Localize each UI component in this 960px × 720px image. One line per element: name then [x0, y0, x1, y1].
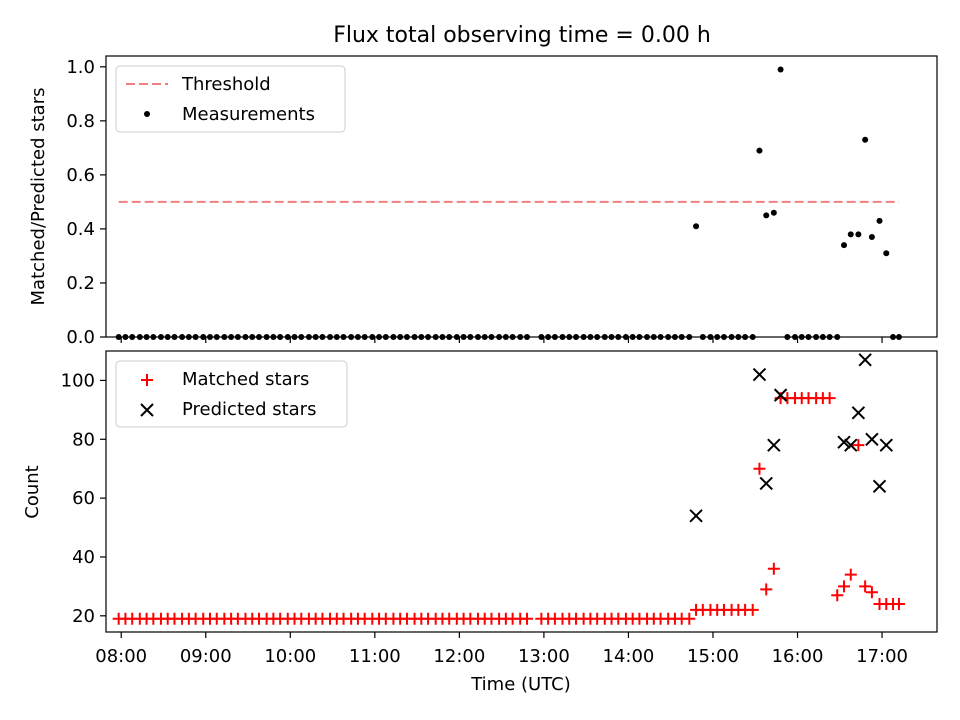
top-ytick-label: 0.4 [66, 219, 95, 240]
matched-star-point [823, 392, 836, 405]
bottom-xtick-label: 16:00 [772, 646, 824, 667]
predicted-star-point [759, 476, 773, 491]
bottom-xtick-label: 10:00 [264, 646, 316, 667]
predicted-star-point [844, 438, 858, 452]
top-legend: Threshold Measurements [115, 65, 346, 133]
bottom-ytick-label: 40 [72, 547, 95, 568]
matched-star-point [831, 589, 844, 602]
bottom-xtick-label: 17:00 [856, 646, 908, 667]
matched-star-point [753, 462, 766, 475]
measurement-point [855, 231, 862, 238]
bottom-xtick-label: 11:00 [349, 646, 401, 667]
legend-matched-label: Matched stars [182, 369, 309, 390]
measurement-point [847, 231, 854, 238]
measurement-point [883, 250, 890, 257]
figure-title: Flux total observing time = 0.00 h [333, 23, 711, 48]
bottom-ytick-label: 60 [72, 488, 95, 509]
matched-star-point [760, 583, 773, 596]
bottom-plot-area [112, 353, 905, 625]
bottom-xticks: 08:00 09:00 10:00 11:00 12:00 13:00 14:00 15:00… [95, 632, 908, 667]
bottom-ylabel: Count [22, 465, 43, 518]
top-ytick-label: 0.0 [66, 327, 95, 348]
top-ytick-label: 1.0 [66, 57, 95, 78]
measurement-point [693, 223, 700, 230]
measurement-point [763, 212, 770, 219]
bottom-xtick-label: 15:00 [687, 646, 739, 667]
bottom-xtick-label: 14:00 [603, 646, 655, 667]
matched-star-point [865, 586, 878, 599]
legend-predicted-label: Predicted stars [182, 399, 316, 420]
top-panel: Matched/Predicted stars 0.0 0.2 0.4 0.6 0.8 1… [28, 55, 938, 348]
top-ytick-label: 0.6 [66, 165, 95, 186]
legend-measurements-swatch [144, 111, 150, 117]
bottom-xtick-label: 13:00 [518, 646, 570, 667]
bottom-xlabel: Time (UTC) [470, 674, 571, 695]
matched-star-point [683, 612, 696, 625]
bottom-ytick-label: 100 [61, 370, 95, 391]
matched-star-point [520, 612, 533, 625]
bottom-xtick-label: 09:00 [180, 646, 232, 667]
top-yticks: 0.0 0.2 0.4 0.6 0.8 1.0 [66, 57, 106, 348]
measurement-point [862, 136, 869, 143]
bottom-legend-box [115, 360, 348, 428]
matched-star-point [767, 562, 780, 575]
bottom-ytick-label: 20 [72, 606, 95, 627]
predicted-star-point [858, 353, 872, 367]
measurement-point [868, 234, 875, 241]
measurement-point [841, 242, 848, 249]
measurement-point [756, 147, 763, 154]
matched-star-point [892, 598, 905, 611]
top-ylabel: Matched/Predicted stars [28, 88, 49, 306]
bottom-xtick-label: 12:00 [433, 646, 485, 667]
bottom-ytick-label: 80 [72, 429, 95, 450]
top-ytick-label: 0.8 [66, 111, 95, 132]
predicted-star-point [872, 479, 887, 494]
matched-star-point [852, 439, 865, 452]
legend-measurements-label: Measurements [182, 104, 315, 125]
legend-matched-swatch [141, 374, 153, 386]
measurement-point [876, 217, 883, 224]
matched-star-point [859, 580, 872, 593]
predicted-star-point [689, 509, 703, 523]
predicted-star-point [752, 367, 767, 382]
predicted-star-point [865, 432, 879, 446]
predicted-star-point [767, 438, 781, 452]
top-ytick-label: 0.2 [66, 273, 95, 294]
matched-star-point [838, 580, 851, 593]
predicted-star-point [851, 406, 866, 420]
legend-threshold-label: Threshold [181, 74, 271, 95]
bottom-axes-frame [105, 350, 938, 633]
matched-star-point [746, 603, 759, 616]
bottom-panel: Count Time (UTC) 20 40 60 80 100 08:00 09:00 1… [22, 350, 938, 695]
bottom-xtick-label: 08:00 [95, 646, 147, 667]
legend-predicted-swatch [140, 403, 154, 417]
predicted-star-point [837, 435, 851, 449]
matched-star-point [844, 568, 857, 581]
predicted-star-point [773, 388, 788, 402]
measurement-point [770, 209, 777, 216]
measurement-point [777, 66, 784, 73]
bottom-yticks: 20 40 60 80 100 [61, 370, 106, 627]
bottom-legend: Matched stars Predicted stars [115, 360, 348, 428]
top-plot-area [115, 66, 902, 340]
predicted-star-point [879, 438, 893, 452]
top-axes-frame [105, 55, 938, 338]
top-legend-box [115, 65, 346, 133]
